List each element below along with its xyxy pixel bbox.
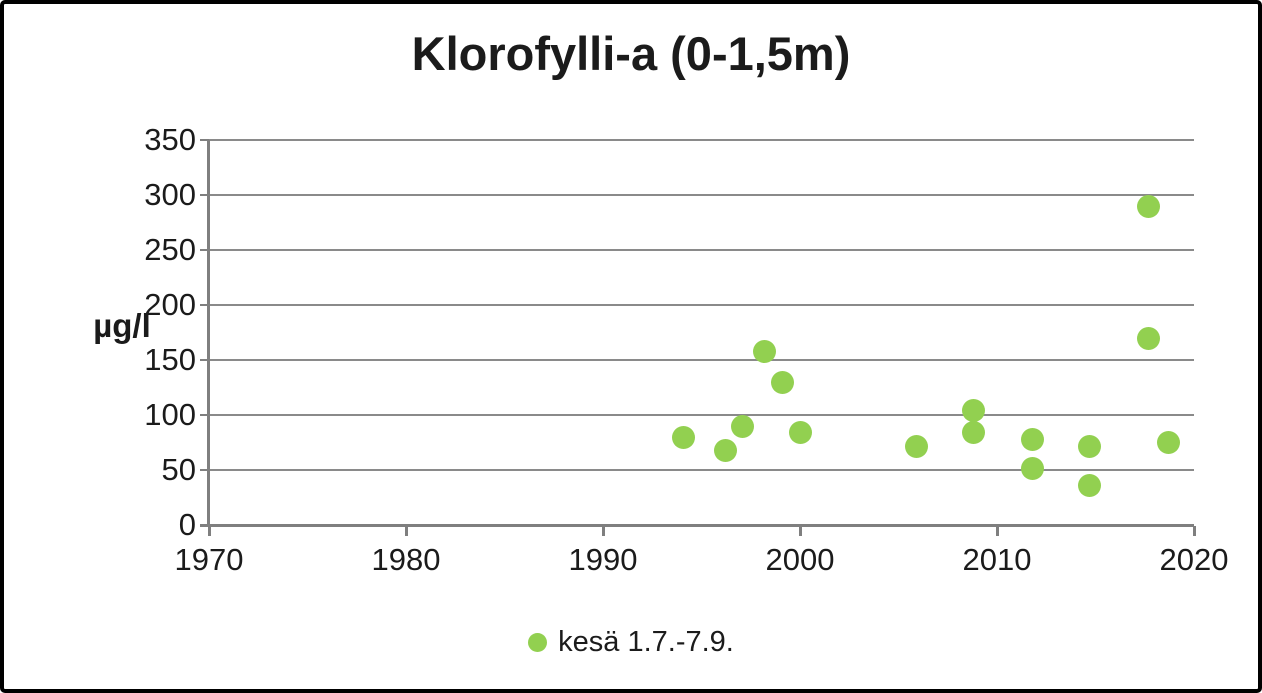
- gridline: [209, 469, 1194, 471]
- data-point: [788, 421, 812, 445]
- data-point: [753, 339, 777, 363]
- gridline: [209, 249, 1194, 251]
- y-tick-label: 150: [144, 342, 196, 377]
- y-tick: [200, 414, 209, 416]
- x-tick-label: 2010: [962, 542, 1032, 577]
- y-tick-label: 0: [178, 507, 196, 542]
- x-tick-label: 2020: [1159, 542, 1229, 577]
- data-point: [961, 399, 985, 423]
- data-point: [1137, 194, 1161, 218]
- x-tick-label: 1990: [568, 542, 638, 577]
- data-point: [713, 438, 737, 462]
- gridline: [209, 139, 1194, 141]
- data-point: [904, 435, 928, 459]
- y-tick: [200, 469, 209, 471]
- data-point: [1156, 431, 1180, 454]
- data-point: [1020, 457, 1044, 481]
- y-tick-label: 50: [161, 452, 196, 487]
- x-tick: [996, 526, 999, 536]
- y-axis-title: µg/l: [93, 307, 151, 344]
- plot-area: 0 50 100 150 200 250 300 350 1970 1980 1990 2000 201…: [4, 4, 1258, 689]
- legend: kesä 1.7.-7.9.: [4, 626, 1258, 658]
- gridline: [209, 194, 1194, 196]
- data-point: [1078, 473, 1102, 497]
- data-point: [672, 425, 696, 449]
- x-tick: [405, 526, 408, 536]
- x-tick: [1193, 526, 1196, 536]
- data-point: [770, 370, 794, 394]
- y-tick-label: 300: [144, 177, 196, 212]
- y-tick: [200, 359, 209, 361]
- y-tick-label: 100: [144, 397, 196, 432]
- y-tick-label: 250: [144, 232, 196, 267]
- x-tick-label: 1980: [371, 542, 441, 577]
- data-point: [1137, 326, 1161, 350]
- y-tick-label: 350: [144, 122, 196, 157]
- y-tick: [200, 194, 209, 196]
- x-tick-label: 1970: [174, 542, 244, 577]
- data-point: [961, 421, 985, 445]
- gridline: [209, 414, 1194, 416]
- x-tick: [799, 526, 802, 536]
- y-tick: [200, 304, 209, 306]
- y-tick: [200, 249, 209, 251]
- data-point: [731, 414, 755, 438]
- legend-marker-icon: [528, 632, 548, 652]
- legend-label: kesä 1.7.-7.9.: [558, 626, 734, 658]
- x-tick: [602, 526, 605, 536]
- x-tick-label: 2000: [765, 542, 835, 577]
- gridline: [209, 304, 1194, 306]
- gridline: [209, 359, 1194, 361]
- chart-title: Klorofylli-a (0-1,5m): [411, 27, 851, 80]
- y-tick: [200, 139, 209, 141]
- x-tick: [208, 526, 211, 536]
- y-axis-line: [207, 140, 210, 527]
- x-axis-line: [200, 524, 1194, 527]
- data-point: [1020, 427, 1044, 451]
- data-point: [1078, 435, 1102, 459]
- y-tick-label: 200: [144, 287, 196, 322]
